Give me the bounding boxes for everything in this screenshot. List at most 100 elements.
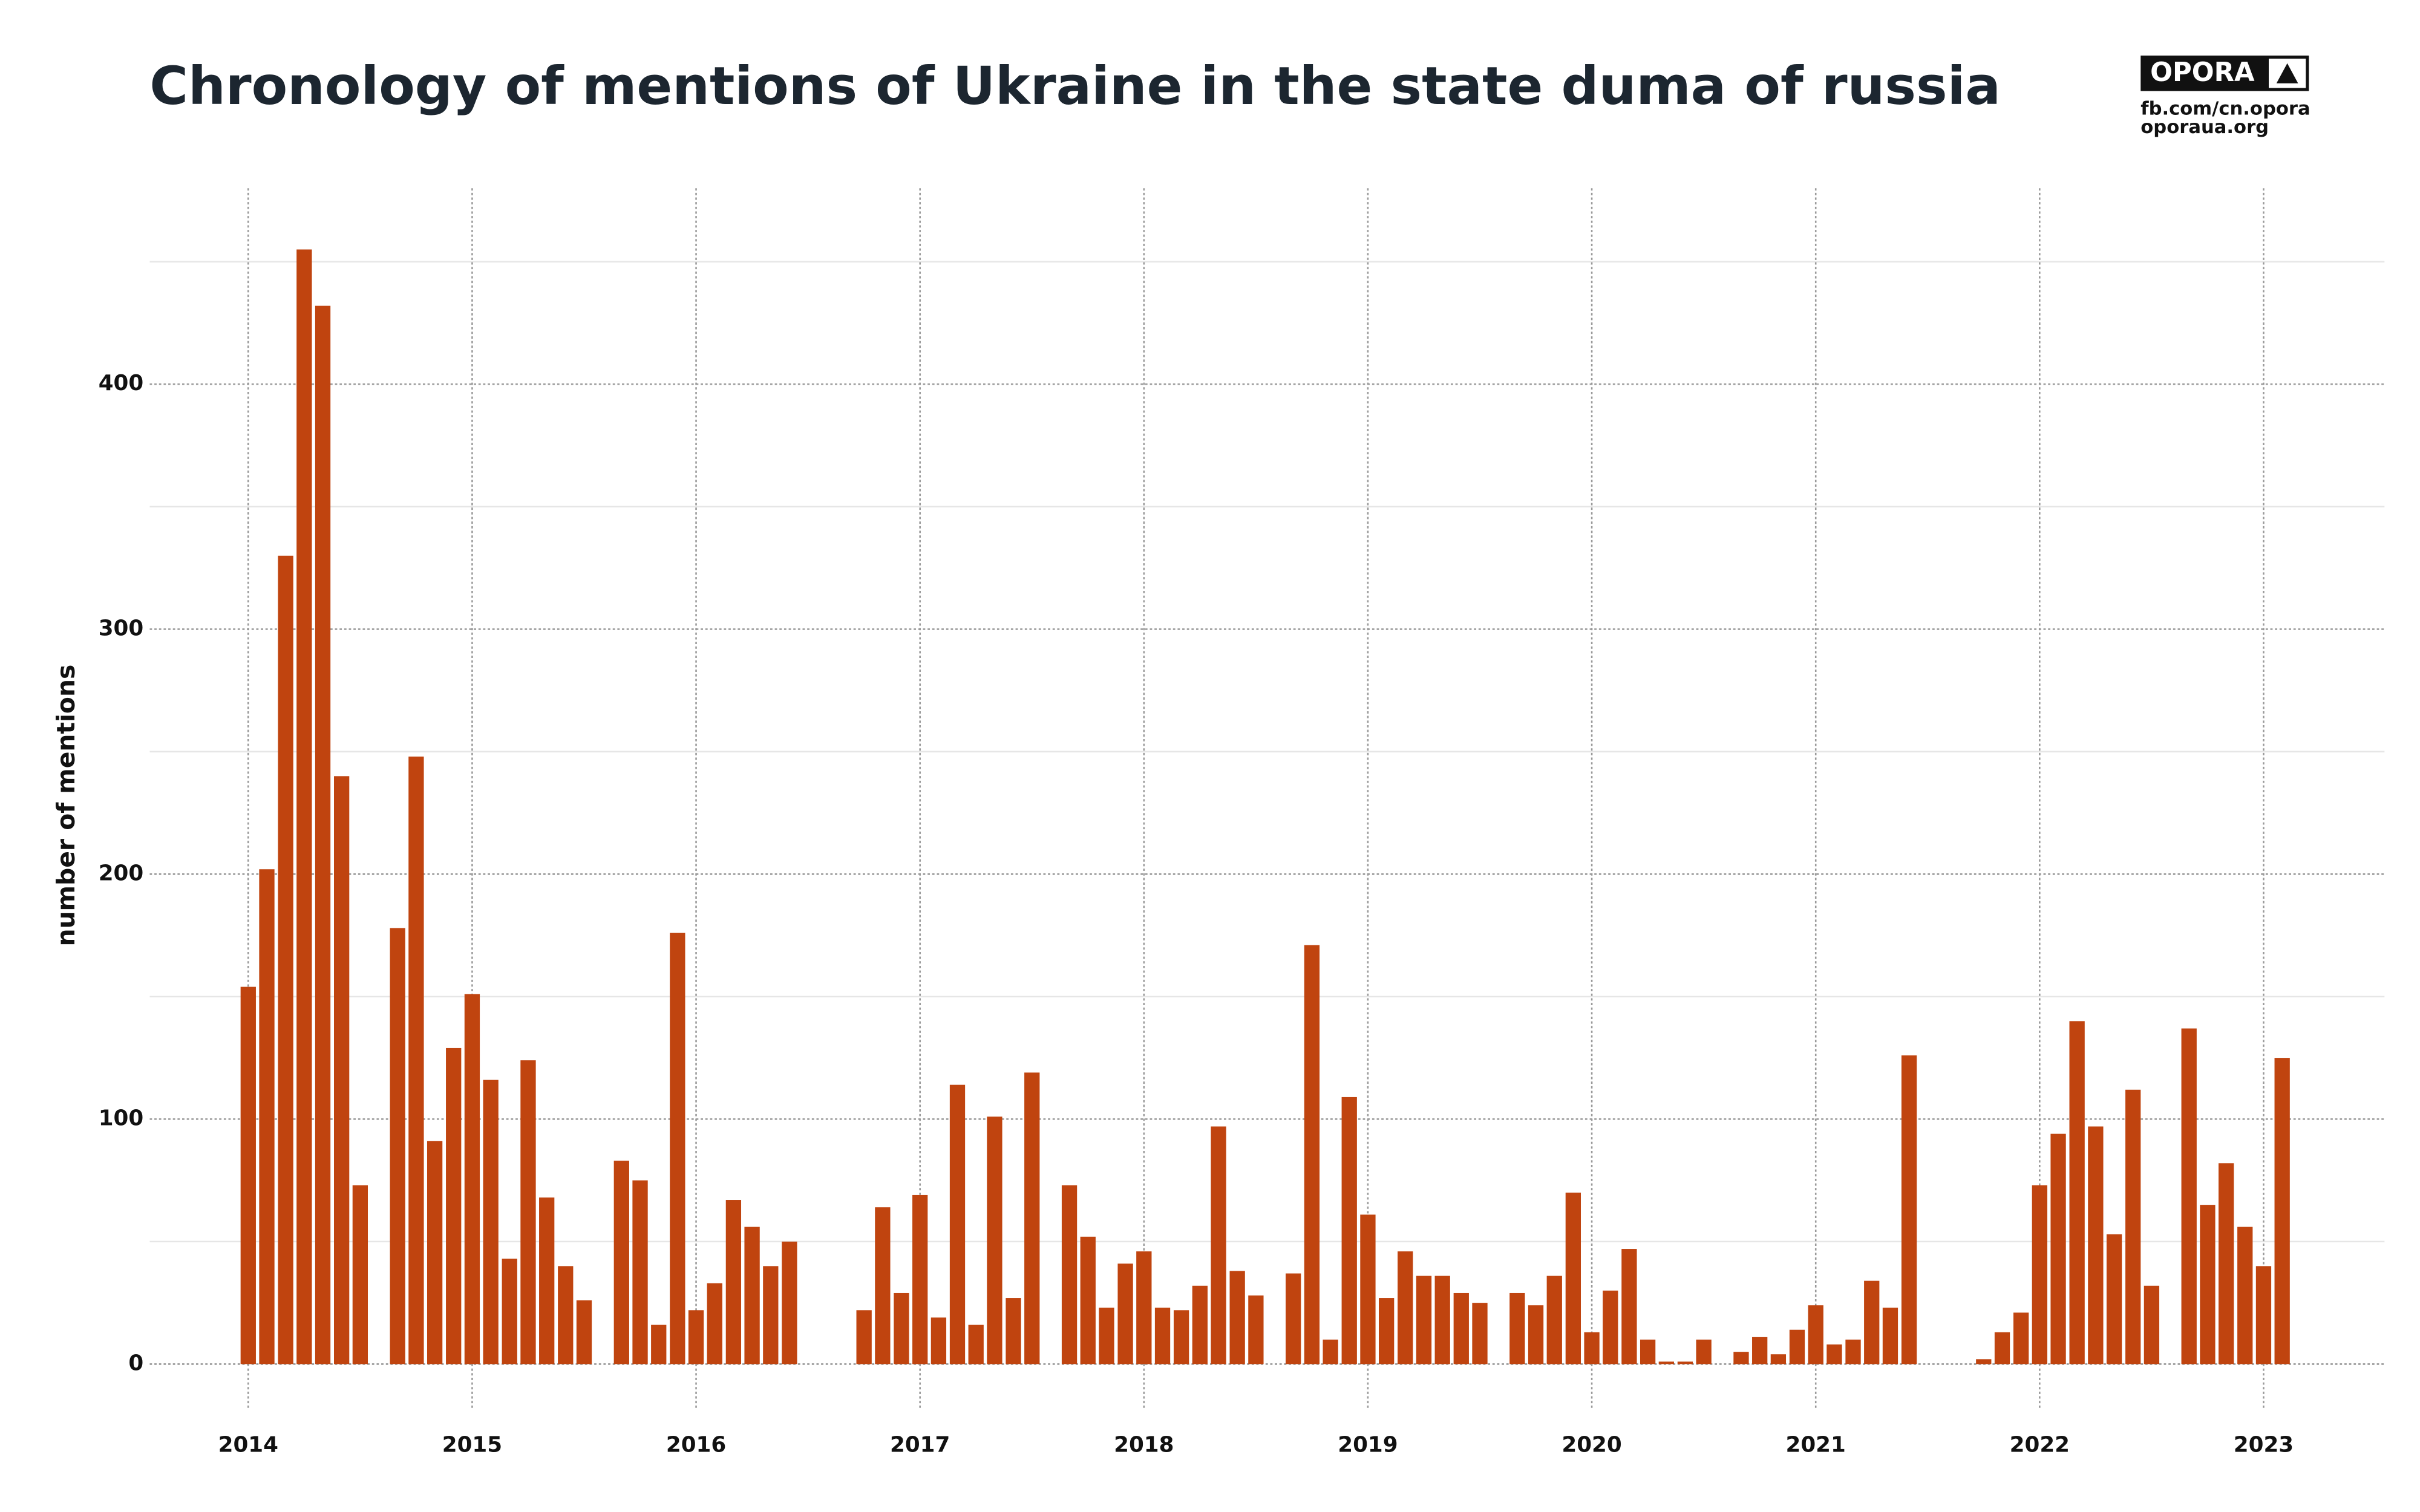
bar: [2125, 1089, 2141, 1364]
bar: [725, 1200, 742, 1364]
bar: [1901, 1055, 1917, 1364]
logo-line: fb.com/cn.opora: [2140, 99, 2310, 120]
logo: OPORA fb.com/cn.opora oporaua.org: [2140, 55, 2310, 138]
bar: [240, 986, 256, 1364]
bar: [613, 1161, 629, 1364]
bar: [334, 776, 350, 1364]
x-tick-label: 2019: [1338, 1432, 1398, 1457]
bar: [707, 1283, 722, 1364]
bar: [2237, 1227, 2253, 1364]
bar: [2219, 1163, 2234, 1364]
bar: [1229, 1271, 1245, 1364]
bar: [894, 1292, 909, 1364]
bar: [2069, 1021, 2085, 1364]
bar: [2106, 1234, 2122, 1364]
bar: [1733, 1352, 1749, 1364]
bar: [1696, 1339, 1712, 1364]
bar: [502, 1259, 517, 1364]
bar: [446, 1048, 462, 1364]
logo-line: oporaua.org: [2140, 117, 2269, 138]
bar: [2050, 1133, 2066, 1364]
x-tick-label: 2021: [1786, 1432, 1846, 1457]
bar: [1640, 1339, 1656, 1364]
bar: [1770, 1354, 1787, 1364]
logo-icon: [2276, 63, 2298, 83]
bar: [1808, 1305, 1823, 1364]
y-tick-label: 400: [99, 371, 144, 396]
x-tick-label: 2016: [666, 1432, 726, 1457]
y-tick-label: 200: [99, 861, 144, 885]
bar: [1584, 1332, 1600, 1364]
bar: [558, 1266, 574, 1364]
bar: [1061, 1185, 1078, 1364]
bar: [875, 1207, 891, 1364]
x-tick-label: 2022: [2010, 1432, 2070, 1457]
bar: [930, 1317, 947, 1364]
y-tick-label: 100: [99, 1106, 144, 1130]
x-tick-label: 2023: [2234, 1432, 2294, 1457]
logo-name: OPORA: [2150, 57, 2255, 88]
bar: [1136, 1251, 1152, 1364]
bar: [1994, 1332, 2010, 1364]
bar: [1864, 1280, 1880, 1364]
bar: [688, 1310, 704, 1364]
bar: [1192, 1285, 1208, 1364]
bar: [2274, 1058, 2290, 1364]
bar: [1323, 1339, 1338, 1364]
y-axis-label: number of mentions: [51, 665, 80, 947]
bar: [987, 1116, 1002, 1364]
bar: [408, 756, 424, 1364]
bar: [1360, 1214, 1376, 1364]
x-tick-label: 2015: [442, 1432, 502, 1457]
bar: [1117, 1263, 1133, 1364]
bar: [1304, 945, 1320, 1364]
bar: [782, 1241, 797, 1364]
bar: [2088, 1126, 2104, 1364]
bar: [912, 1194, 928, 1364]
bar: [949, 1084, 966, 1364]
y-tick-label: 300: [99, 616, 144, 640]
bar: [2181, 1028, 2197, 1364]
chart-title: Chronology of mentions of Ukraine in the…: [149, 56, 2000, 117]
bar: [651, 1325, 667, 1364]
x-tick-label: 2014: [218, 1432, 278, 1457]
bar: [1528, 1305, 1544, 1364]
x-tick-label: 2018: [1114, 1432, 1174, 1457]
bar: [259, 869, 275, 1364]
x-tick-label: 2020: [1562, 1432, 1621, 1457]
bar: [968, 1325, 984, 1364]
bar: [2032, 1185, 2047, 1364]
bar: [1211, 1126, 1226, 1364]
bar: [1882, 1308, 1898, 1364]
bar: [1472, 1303, 1488, 1364]
bar: [632, 1180, 648, 1364]
bar: [1154, 1308, 1171, 1364]
bar: [2200, 1205, 2216, 1364]
bar: [856, 1310, 872, 1364]
bar: [2255, 1266, 2272, 1364]
bar: [483, 1080, 499, 1364]
bar: [1434, 1276, 1450, 1364]
bar: [1024, 1072, 1040, 1364]
bar: [1603, 1290, 1618, 1364]
bar: [1248, 1295, 1264, 1364]
bar: [278, 555, 293, 1364]
bar: [1677, 1361, 1693, 1364]
bar: [576, 1300, 592, 1364]
bar: [1341, 1097, 1357, 1364]
bar: [1826, 1344, 1842, 1364]
bar: [1286, 1273, 1301, 1364]
bar: [1099, 1308, 1114, 1364]
bar: [390, 928, 405, 1364]
x-tick-label: 2017: [890, 1432, 950, 1457]
bar: [427, 1141, 443, 1364]
bar: [539, 1197, 555, 1364]
bar: [2013, 1312, 2029, 1364]
bar: [744, 1227, 760, 1364]
bar: [1621, 1249, 1637, 1364]
bar: [670, 933, 685, 1364]
bar: [296, 249, 312, 1364]
bar: [1658, 1361, 1674, 1364]
bar: [2144, 1285, 2160, 1364]
